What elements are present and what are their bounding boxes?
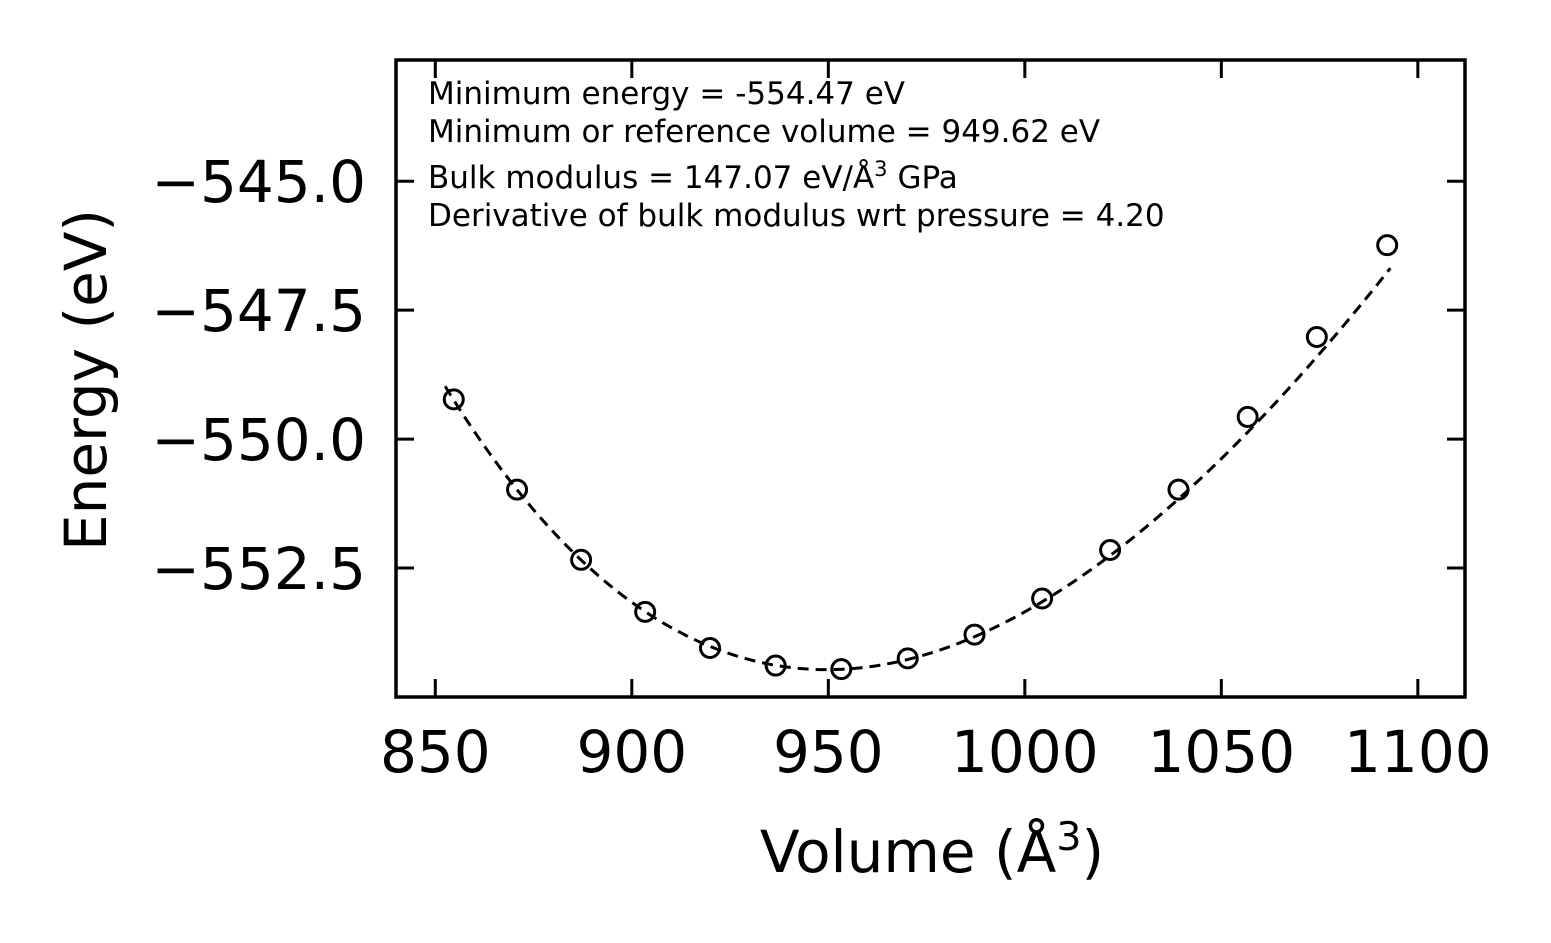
data-point	[1376, 234, 1399, 257]
x-tick-label: 1100	[1344, 718, 1492, 786]
x-tick-label: 950	[773, 718, 884, 786]
data-point	[830, 658, 853, 681]
annotation-bulk-modulus: Bulk modulus = 147.07 eV/Å3 GPa	[428, 156, 958, 196]
data-point	[1167, 478, 1190, 501]
data-point	[1099, 539, 1122, 561]
data-point	[699, 637, 722, 659]
annotation-bulk-modulus-derivative: Derivative of bulk modulus wrt pressure …	[428, 198, 1165, 234]
data-point	[1031, 587, 1054, 610]
data-point	[570, 548, 593, 571]
data-point	[1305, 325, 1328, 348]
data-point	[896, 647, 919, 670]
data-point	[634, 600, 657, 623]
annotation-min-energy: Minimum energy = -554.47 eV	[428, 76, 905, 112]
y-tick-label: −550.0	[151, 406, 366, 474]
data-point	[963, 623, 986, 646]
ticks-layer: 850 900 950 1000 1050 1100 −545.0 −547.5 −550.0 −…	[151, 60, 1492, 786]
x-tick-label: 1000	[951, 718, 1099, 786]
y-tick-label: −547.5	[151, 277, 366, 345]
data-point	[1236, 405, 1259, 428]
x-tick-label: 1050	[1148, 718, 1296, 786]
y-tick-label: −545.0	[151, 148, 366, 216]
fit-curve-layer	[443, 267, 1392, 672]
annotation-ref-volume: Minimum or reference volume = 949.62 eV	[428, 114, 1100, 150]
y-axis-title: Energy (eV)	[52, 209, 120, 551]
data-point	[764, 654, 787, 677]
data-point	[442, 388, 465, 411]
x-tick-label: 850	[380, 718, 491, 786]
fit-curve	[443, 267, 1392, 672]
x-tick-label: 900	[576, 718, 687, 786]
plot-frame	[394, 58, 1467, 699]
data-point	[506, 478, 529, 501]
data-points-layer	[442, 234, 1399, 681]
annotation-block: Minimum energy = -554.47 eV Minimum or r…	[428, 76, 1165, 234]
y-tick-label: −552.5	[151, 535, 366, 603]
x-axis-title: Volume (Å3)	[760, 814, 1104, 886]
